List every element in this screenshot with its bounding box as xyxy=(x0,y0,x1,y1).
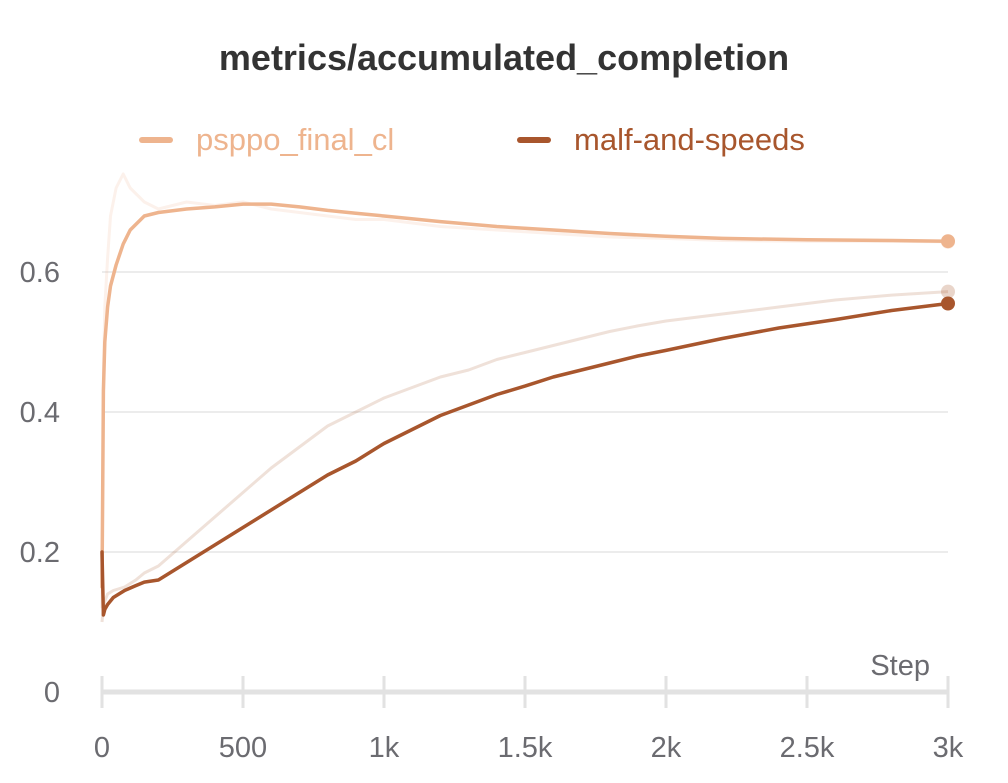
series-raw-end-point xyxy=(941,284,955,299)
x-tick-label: 1k xyxy=(369,732,400,764)
y-tick-label: 0.2 xyxy=(20,537,60,569)
y-axis: 0 0.2 0.4 0.6 xyxy=(20,257,60,709)
x-tick-label: 0 xyxy=(94,732,110,764)
y-tick-label: 0 xyxy=(44,677,60,709)
x-tick-label: 2.5k xyxy=(780,732,835,764)
x-axis-label: Step xyxy=(870,650,930,682)
y-tick-label: 0.4 xyxy=(20,397,60,429)
legend-label: malf-and-speeds xyxy=(574,122,805,157)
x-tick-label: 2k xyxy=(651,732,682,764)
y-tick-label: 0.6 xyxy=(20,257,60,289)
series-line-psppo_final_cl[interactable] xyxy=(100,202,950,589)
x-tick-label: 500 xyxy=(219,732,267,764)
x-tick-label: 1.5k xyxy=(498,732,553,764)
chart-title: metrics/accumulated_completion xyxy=(219,37,789,78)
legend[interactable]: psppo_final_cl malf-and-speeds xyxy=(139,122,805,157)
gridlines xyxy=(102,271,948,553)
series-raw-line-malf-and-speeds xyxy=(100,290,949,623)
legend-label: psppo_final_cl xyxy=(196,122,394,157)
series-end-point[interactable] xyxy=(941,234,955,249)
legend-item[interactable]: malf-and-speeds xyxy=(517,122,805,157)
series-end-point[interactable] xyxy=(941,296,955,311)
series-line-malf-and-speeds[interactable] xyxy=(100,301,950,617)
x-tick-label: 3k xyxy=(933,732,964,764)
smoothed-series-layer xyxy=(100,202,955,617)
legend-item[interactable]: psppo_final_cl xyxy=(139,122,394,157)
x-axis: 0 500 1k 1.5k 2k 2.5k 3k xyxy=(94,676,964,764)
series-raw-line-psppo_final_cl xyxy=(100,172,949,609)
